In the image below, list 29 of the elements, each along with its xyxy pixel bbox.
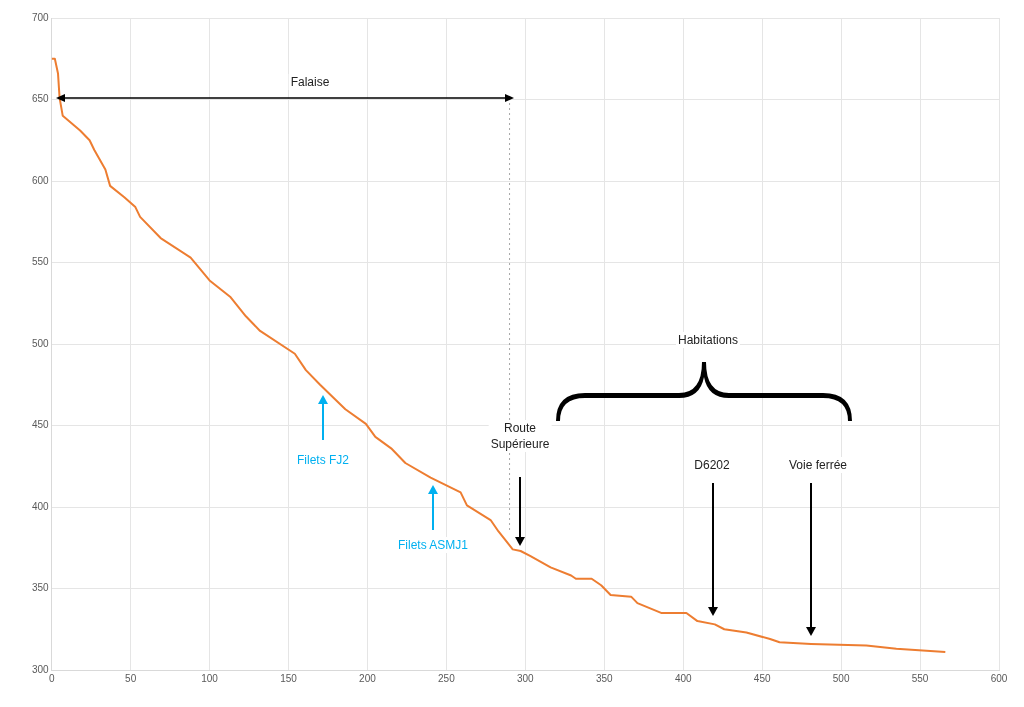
annotation: Falaise [288,74,332,90]
x-tick-label: 50 [125,672,137,684]
y-tick-label: 350 [32,582,50,594]
x-tick-label: 0 [48,672,55,684]
annotation: D6202 [692,457,732,473]
x-tick-label: 300 [517,672,535,684]
y-tick-label: 400 [32,500,50,512]
x-tick-label: 450 [753,672,771,684]
annotation: Route Supérieure [488,420,552,452]
y-tick-label: 700 [32,11,50,23]
y-tick-label: 600 [32,174,50,186]
y-tick-label: 500 [32,337,50,349]
x-tick-label: 600 [990,672,1008,684]
x-tick-label: 100 [201,672,219,684]
x-tick-label: 200 [359,672,377,684]
annotation: Filets FJ2 [294,452,352,468]
annotation: Habitations [675,332,741,348]
y-tick-label: 450 [32,419,50,431]
x-tick-label: 500 [832,672,850,684]
x-tick-label: 400 [674,672,693,684]
x-tick-label: 550 [911,672,929,684]
y-tick-label: 550 [32,256,50,268]
annotation: Filets ASMJ1 [395,537,471,553]
y-tick-label: 300 [32,663,50,675]
annotation: Voie ferrée [786,457,850,473]
x-tick-label: 350 [595,672,614,684]
x-tick-label: 150 [280,672,298,684]
y-tick-label: 650 [32,93,50,105]
x-tick-label: 250 [438,672,456,684]
